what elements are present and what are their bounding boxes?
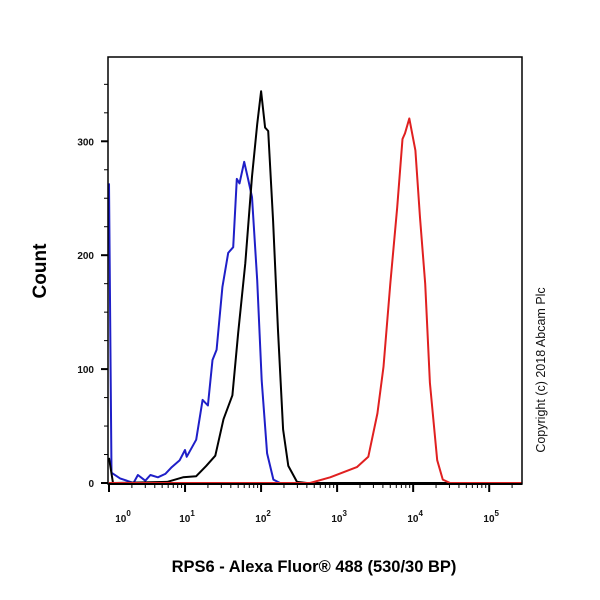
y-tick-label: 100 (77, 365, 94, 376)
x-tick-exponent: 0 (126, 509, 131, 518)
y-tick-label: 300 (77, 137, 94, 148)
plot-frame (107, 56, 523, 485)
x-tick-label: 101 (179, 509, 195, 525)
x-tick-base: 10 (115, 514, 127, 525)
x-tick-base: 10 (331, 514, 343, 525)
x-tick-base: 10 (179, 514, 191, 525)
series-line-0 (108, 160, 522, 484)
y-axis: 0 100 200 300 (77, 83, 108, 490)
x-tick-exponent: 3 (342, 509, 347, 518)
y-tick-label: 200 (77, 251, 94, 262)
y-tick-label: 0 (88, 479, 94, 490)
x-tick-label: 105 (483, 509, 499, 525)
x-tick-label: 100 (115, 509, 131, 525)
x-tick-label: 102 (255, 509, 271, 525)
x-tick-exponent: 5 (495, 509, 500, 518)
x-tick-exponent: 4 (418, 509, 423, 518)
x-tick-exponent: 2 (266, 509, 271, 518)
histogram-curves (108, 90, 522, 484)
series-line-2 (109, 117, 522, 484)
x-tick-base: 10 (255, 514, 267, 525)
x-axis-title: RPS6 - Alexa Fluor® 488 (530/30 BP) (172, 558, 457, 576)
series-line-1 (108, 90, 522, 484)
x-tick-exponent: 1 (190, 509, 195, 518)
x-tick-label: 103 (331, 509, 347, 525)
x-tick-base: 10 (483, 514, 495, 525)
x-tick-base: 10 (407, 514, 419, 525)
y-axis-title: Count (30, 243, 51, 299)
copyright-annotation: Copyright (c) 2018 Abcam Plc (534, 287, 548, 452)
x-tick-label: 104 (407, 509, 423, 525)
